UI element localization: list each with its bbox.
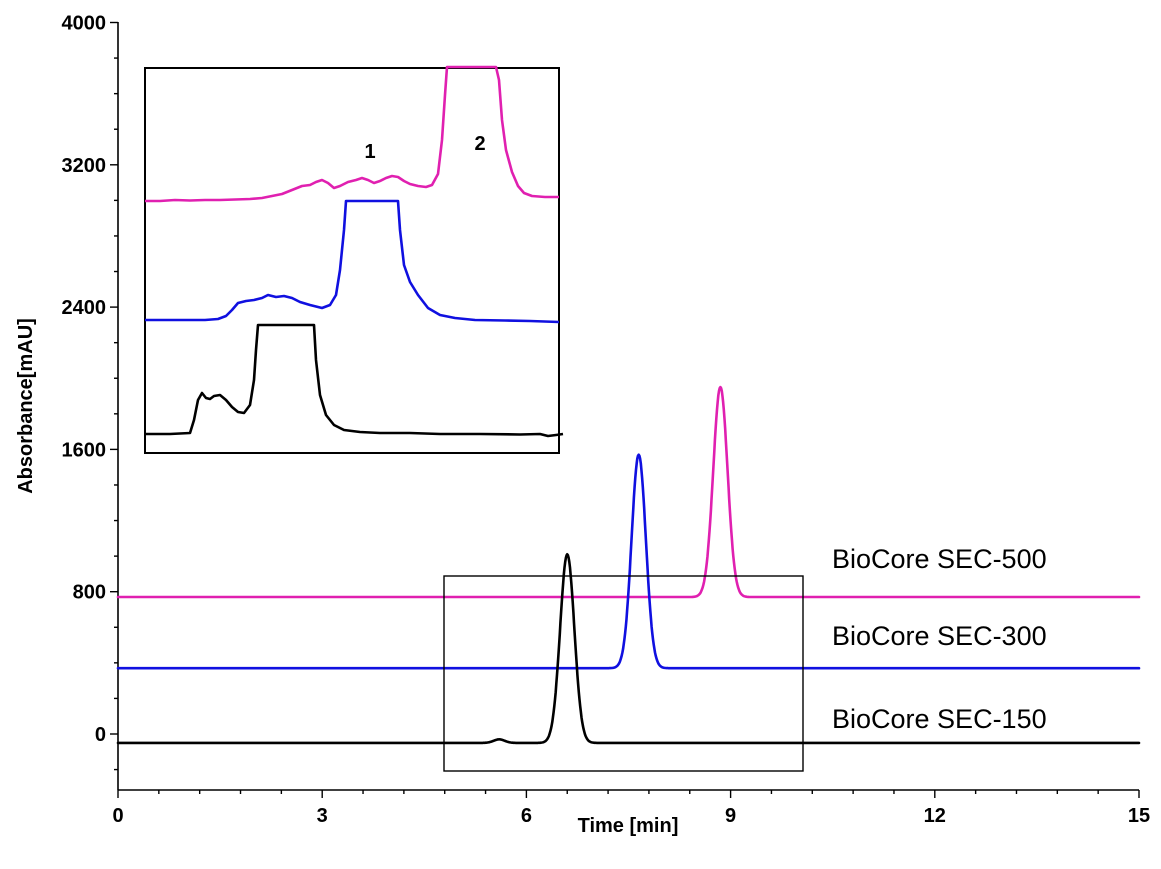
inset-trace-sec300 — [145, 199, 560, 324]
series-label-sec500: BioCore SEC-500 — [832, 544, 1047, 574]
y-ticks: 0 800 1600 2400 3200 4000 — [62, 13, 118, 771]
axes — [117, 22, 1139, 791]
series-label-sec300: BioCore SEC-300 — [832, 621, 1047, 651]
y-tick-label: 3200 — [62, 155, 107, 177]
x-tick-label: 9 — [725, 805, 736, 827]
x-ticks: 0 3 6 9 12 15 — [112, 790, 1150, 827]
inset-chart: 1 2 — [144, 65, 564, 454]
trace-biocore-sec-150 — [116, 552, 1141, 745]
x-tick-label: 12 — [924, 805, 946, 827]
x-tick-label: 3 — [317, 805, 328, 827]
zoom-region-box — [443, 575, 804, 772]
x-axis-title: Time [min] — [578, 815, 679, 837]
inset-peak-label-2: 2 — [474, 133, 485, 155]
series-labels: BioCore SEC-500 BioCore SEC-300 BioCore … — [832, 544, 1047, 734]
inset-peak-label-1: 1 — [364, 141, 375, 163]
traces — [116, 385, 1141, 745]
inset-trace-sec500 — [145, 65, 559, 203]
y-axis-title: Absorbance[mAU] — [15, 318, 37, 494]
series-label-sec150: BioCore SEC-150 — [832, 704, 1047, 734]
x-tick-label: 6 — [521, 805, 532, 827]
trace-biocore-sec-300 — [116, 453, 1141, 670]
y-tick-label: 1600 — [62, 439, 107, 461]
inset-trace-sec150 — [145, 323, 564, 438]
inset-frame — [144, 67, 560, 454]
y-tick-label: 0 — [95, 724, 106, 746]
x-tick-label: 15 — [1128, 805, 1150, 827]
y-tick-label: 800 — [73, 582, 106, 604]
x-tick-label: 0 — [112, 805, 123, 827]
y-tick-label: 2400 — [62, 297, 107, 319]
y-tick-label: 4000 — [62, 13, 107, 35]
